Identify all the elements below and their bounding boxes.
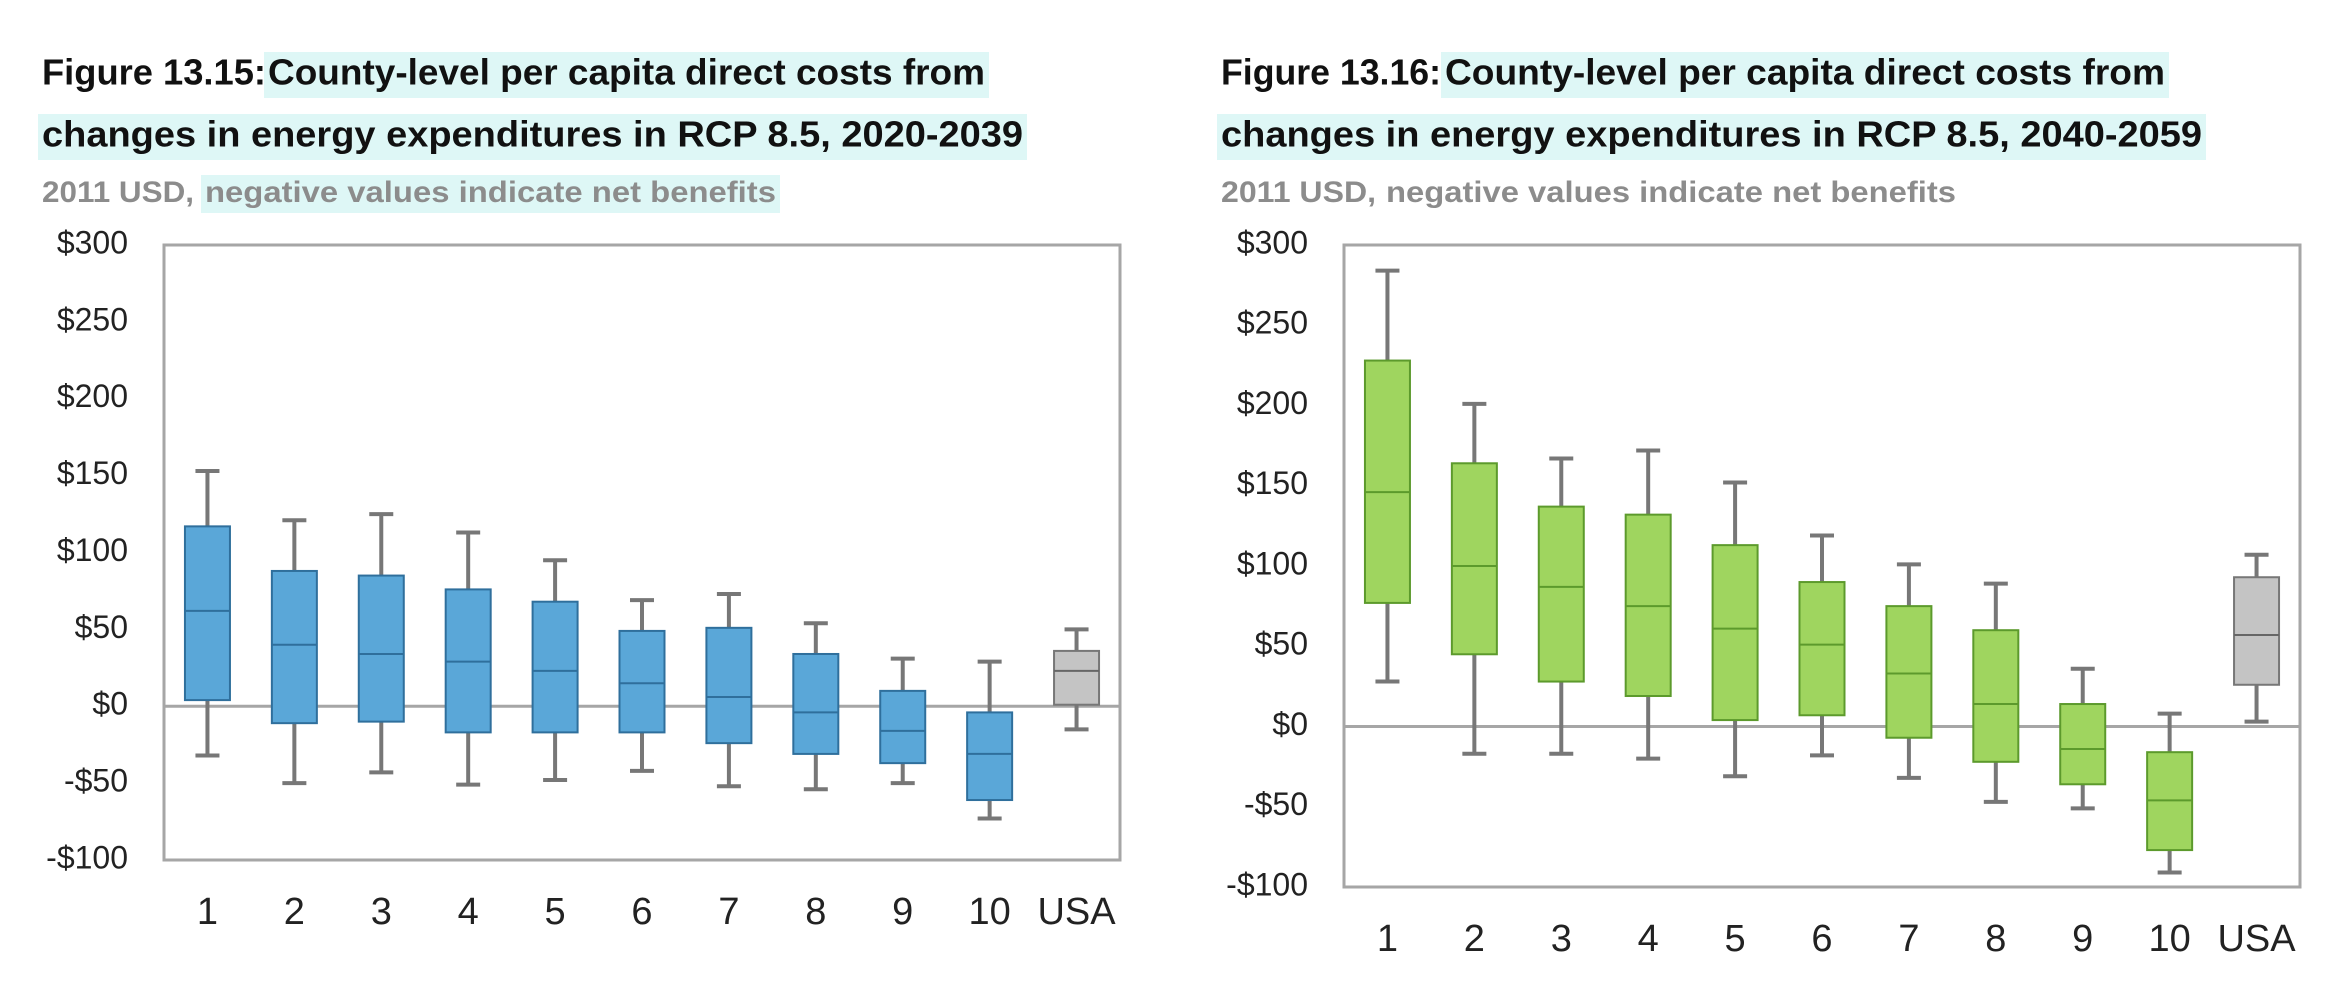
x-tick-label: 2 <box>1464 918 1485 960</box>
y-tick-label: $100 <box>57 532 128 568</box>
x-tick-label: 8 <box>805 891 826 933</box>
x-tick-label: 1 <box>197 891 218 933</box>
box <box>618 629 666 734</box>
x-tick-label: 5 <box>1725 918 1746 960</box>
box <box>1450 462 1498 656</box>
box <box>1798 581 1846 717</box>
y-tick-label: $50 <box>75 609 128 645</box>
subtitle-note: negative values indicate net benefits <box>205 176 776 209</box>
box <box>966 711 1014 802</box>
y-tick-label: $300 <box>57 224 128 260</box>
box <box>2059 703 2107 786</box>
y-tick-label: $50 <box>1255 626 1308 662</box>
x-tick-label: 2 <box>284 891 305 933</box>
box <box>1053 649 1101 706</box>
x-tick-label: 7 <box>718 891 739 933</box>
x-tick-label: 3 <box>371 891 392 933</box>
subtitle-unit: 2011 USD, <box>42 176 194 209</box>
y-tick-label: $200 <box>57 378 128 414</box>
box <box>2233 576 2281 686</box>
highlight <box>1441 52 2169 98</box>
y-tick-label: $100 <box>1237 545 1308 581</box>
x-tick-label: USA <box>1037 891 1116 933</box>
x-tick-label: 3 <box>1551 918 1572 960</box>
figure-label: Figure 13.15: <box>42 52 266 93</box>
y-tick-label: $200 <box>1237 385 1308 421</box>
x-tick-label: USA <box>2217 918 2296 960</box>
box <box>1537 505 1585 683</box>
y-tick-label: -$50 <box>64 763 128 799</box>
figure-label: Figure 13.16: <box>1221 52 1441 93</box>
highlight <box>1217 114 2206 160</box>
box <box>879 689 927 765</box>
title-line: changes in energy expenditures in RCP 8.… <box>1221 114 2202 155</box>
y-tick-label: $0 <box>92 686 128 722</box>
x-tick-label: 7 <box>1898 918 1919 960</box>
box <box>1972 629 2020 763</box>
x-tick-label: 10 <box>968 891 1010 933</box>
box <box>1885 605 1933 739</box>
highlight <box>38 114 1027 160</box>
x-tick-label: 6 <box>631 891 652 933</box>
x-tick-label: 4 <box>1638 918 1659 960</box>
x-tick-label: 5 <box>545 891 566 933</box>
y-tick-label: $250 <box>1237 305 1308 341</box>
x-tick-label: 1 <box>1377 918 1398 960</box>
title-line: changes in energy expenditures in RCP 8.… <box>42 114 1023 155</box>
x-tick-label: 4 <box>458 891 479 933</box>
subtitle-unit: 2011 USD, <box>1221 176 1376 209</box>
box <box>270 569 318 725</box>
box <box>792 652 840 755</box>
y-tick-label: $250 <box>57 301 128 337</box>
x-tick-label: 9 <box>2072 918 2093 960</box>
x-tick-label: 9 <box>892 891 913 933</box>
y-tick-label: $150 <box>1237 465 1308 501</box>
x-tick-label: 6 <box>1811 918 1832 960</box>
box <box>705 626 753 745</box>
x-tick-label: 10 <box>2148 918 2190 960</box>
title-line: County-level per capita direct costs fro… <box>1445 52 2165 93</box>
y-tick-label: $0 <box>1272 706 1308 742</box>
title-line: County-level per capita direct costs fro… <box>268 52 985 93</box>
box <box>1711 544 1759 722</box>
highlight <box>201 175 780 213</box>
highlight <box>264 52 989 98</box>
box <box>357 574 405 723</box>
plot-frame <box>162 243 1122 862</box>
subtitle-note: negative values indicate net benefits <box>1386 176 1956 209</box>
y-tick-label: $150 <box>57 455 128 491</box>
y-tick-label: -$50 <box>1244 786 1308 822</box>
y-tick-label: $300 <box>1237 224 1308 260</box>
y-tick-label: -$100 <box>46 839 128 875</box>
y-tick-label: -$100 <box>1226 866 1308 902</box>
x-tick-label: 8 <box>1985 918 2006 960</box>
plot-frame <box>1342 243 2302 889</box>
box <box>183 525 231 702</box>
box <box>1363 359 1411 604</box>
box <box>531 600 579 734</box>
